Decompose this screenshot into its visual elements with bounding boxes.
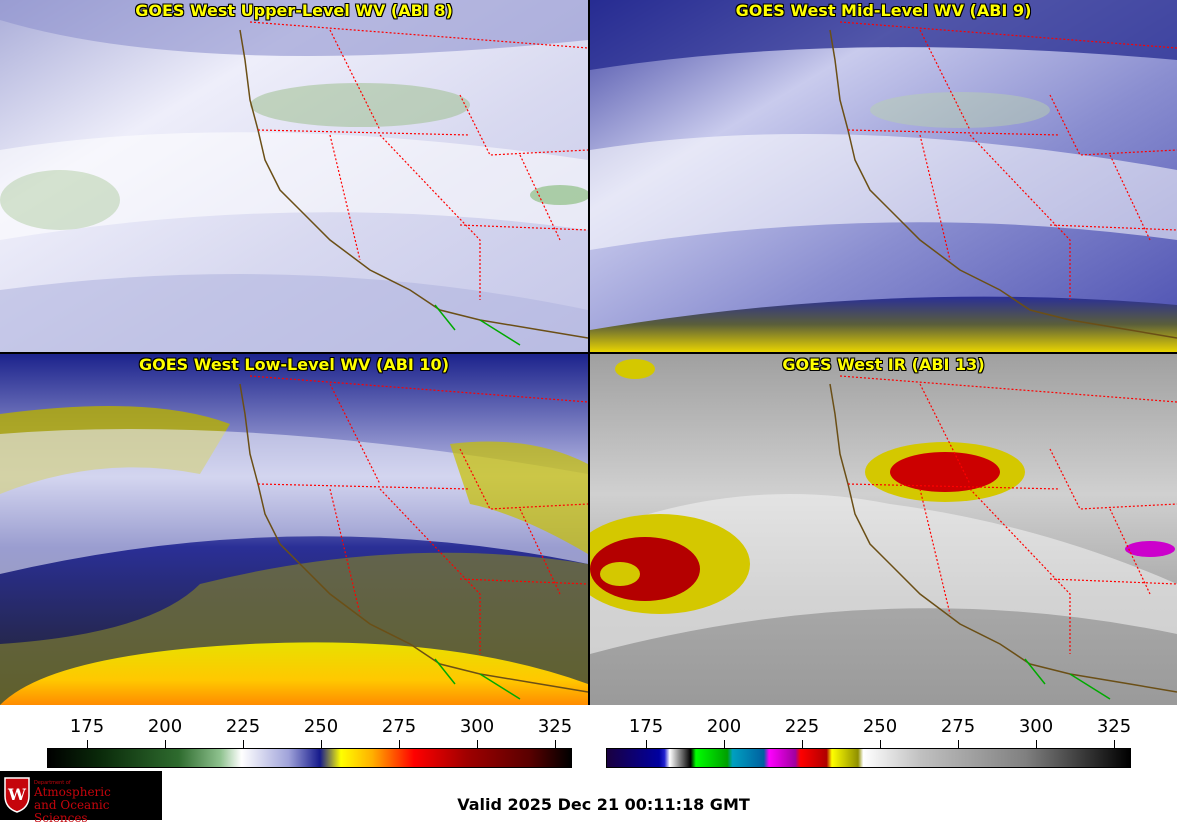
panel-title: GOES West Low-Level WV (ABI 10) — [138, 355, 449, 374]
ir-panel: GOES West IR (ABI 13) — [590, 354, 1177, 705]
map-overlay-low — [239, 375, 588, 700]
ir-tick-label: 175 — [628, 716, 664, 737]
ir-tick — [1114, 740, 1115, 748]
map-overlay-upper — [239, 21, 588, 346]
ir-tick-label: 275 — [940, 716, 976, 737]
wv-tick-label: 225 — [225, 716, 261, 737]
wv-tick-label: 300 — [459, 716, 495, 737]
wv-tick — [555, 740, 556, 748]
map-overlay-ir — [829, 375, 1177, 700]
mid-level-wv-image — [590, 0, 1177, 352]
panel-divider-horizontal — [0, 352, 1177, 354]
wv-tick-label: 275 — [381, 716, 417, 737]
panel-title: GOES West Upper-Level WV (ABI 8) — [135, 1, 453, 20]
upper-level-wv-panel: GOES West Upper-Level WV (ABI 8) — [0, 0, 588, 352]
ir-tick-label: 200 — [706, 716, 742, 737]
ir-colorbar — [606, 748, 1131, 768]
mid-level-wv-panel: GOES West Mid-Level WV (ABI 9) — [590, 0, 1177, 352]
ir-tick-label: 300 — [1018, 716, 1054, 737]
panel-title: GOES West IR (ABI 13) — [782, 355, 985, 374]
wv-tick — [399, 740, 400, 748]
ir-tick — [880, 740, 881, 748]
ir-tick-label: 250 — [862, 716, 898, 737]
wv-tick — [243, 740, 244, 748]
ir-image — [590, 354, 1177, 705]
ir-tick — [724, 740, 725, 748]
map-overlay-mid — [829, 21, 1177, 339]
ir-tick — [802, 740, 803, 748]
panel-title: GOES West Mid-Level WV (ABI 9) — [735, 1, 1032, 20]
wv-tick — [87, 740, 88, 748]
low-level-wv-panel: GOES West Low-Level WV (ABI 10) — [0, 354, 588, 705]
ir-tick — [1036, 740, 1037, 748]
wv-tick-label: 250 — [303, 716, 339, 737]
wv-tick-label: 200 — [147, 716, 183, 737]
ir-tick-label: 225 — [784, 716, 820, 737]
svg-text:W: W — [7, 785, 27, 804]
valid-time: Valid 2025 Dec 21 00:11:18 GMT — [457, 795, 750, 814]
ir-tick-label: 325 — [1096, 716, 1132, 737]
upper-level-wv-image — [0, 0, 588, 352]
wv-tick — [165, 740, 166, 748]
wv-tick-label: 325 — [537, 716, 573, 737]
low-level-wv-image — [0, 354, 588, 705]
logo-line-atmospheric: Atmospheric — [34, 785, 111, 799]
ir-tick — [646, 740, 647, 748]
wv-tick — [477, 740, 478, 748]
ir-tick — [958, 740, 959, 748]
wv-colorbar — [47, 748, 572, 768]
wv-tick — [321, 740, 322, 748]
uw-crest-icon: W — [4, 777, 30, 813]
logo-department: Department of — [34, 780, 71, 786]
wv-tick-label: 175 — [69, 716, 105, 737]
